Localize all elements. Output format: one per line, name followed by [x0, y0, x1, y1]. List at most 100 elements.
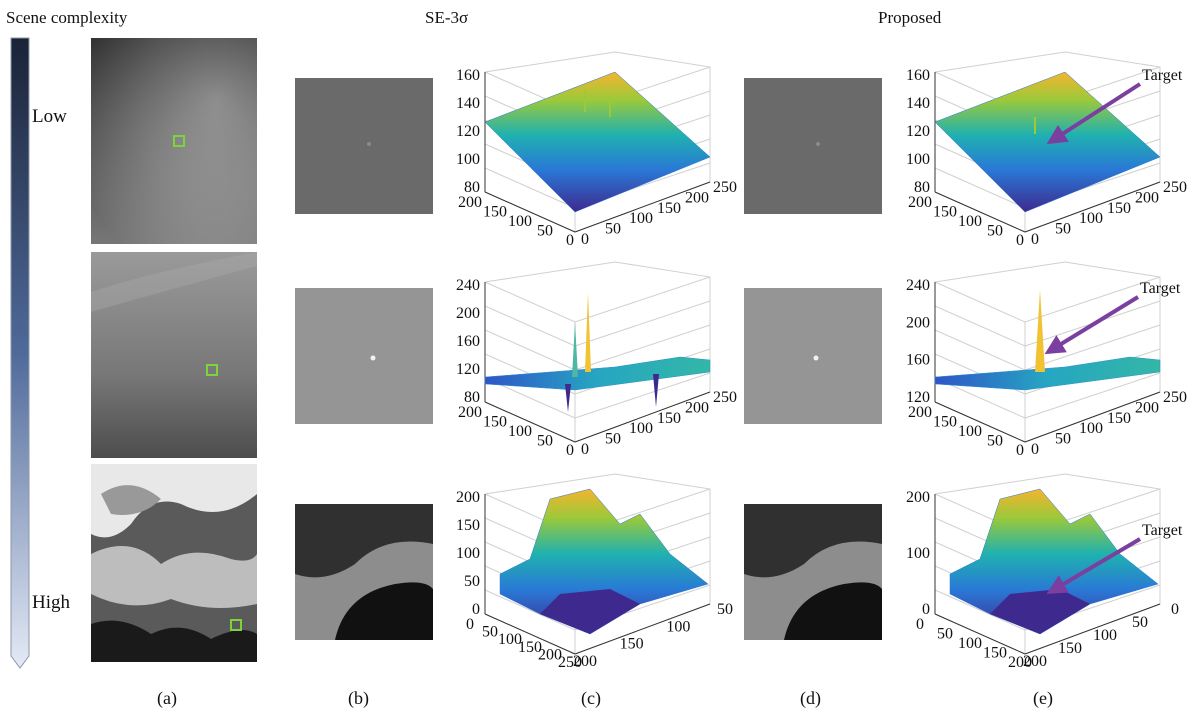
target-arrow: [1044, 295, 1140, 355]
y-tick-label: 0: [916, 616, 924, 633]
patch-se3sigma-row1: [295, 78, 433, 214]
z-tick-label: 80: [464, 179, 480, 196]
x-tick-label: 150: [1107, 200, 1131, 217]
y-tick-label: 200: [458, 194, 482, 211]
z-tick-label: 200: [906, 314, 930, 331]
header-se3sigma: SE-3σ: [425, 8, 469, 27]
y-axis: [934, 613, 1026, 655]
y-tick-label: 200: [908, 404, 932, 421]
peak: [565, 384, 571, 412]
label-high: High: [32, 592, 70, 613]
target-arrow: [1046, 82, 1142, 145]
z-tick-label: 140: [906, 95, 930, 112]
z-tick-label: 200: [456, 489, 480, 506]
x-tick-label: 200: [573, 653, 597, 670]
y-tick-label: 50: [537, 433, 553, 450]
y-tick-label: 100: [958, 635, 982, 652]
x-axis: [1024, 603, 1161, 655]
x-tick-label: 0: [581, 441, 589, 458]
z-tick-label: 150: [456, 517, 480, 534]
scene-image-low: [91, 38, 257, 244]
surface-floor: [540, 589, 640, 634]
z-tick-label: 160: [906, 67, 930, 84]
x-tick-label: 250: [1163, 389, 1187, 406]
x-tick-label: 50: [717, 601, 733, 618]
x-tick-label: 100: [1093, 627, 1117, 644]
peak: [1035, 290, 1045, 372]
y-tick-label: 100: [958, 423, 982, 440]
z-tick-label: 120: [906, 389, 930, 406]
x-axis: [1024, 181, 1161, 233]
y-tick-label: 200: [1008, 654, 1032, 671]
y-tick-label: 200: [458, 404, 482, 421]
y-tick-label: 150: [983, 645, 1007, 662]
z-tick-label: 0: [472, 601, 480, 618]
target-label: Target: [1142, 67, 1183, 84]
y-tick-label: 50: [482, 624, 498, 641]
patch-se3sigma-row3: [295, 504, 433, 640]
target-marker-box: [173, 135, 185, 147]
z-tick-label: 80: [914, 179, 930, 196]
z-tick-label: 80: [464, 389, 480, 406]
z-tick-label: 50: [464, 573, 480, 590]
z-tick-label: 100: [906, 545, 930, 562]
target-label: Target: [1140, 280, 1181, 297]
x-tick-label: 250: [713, 389, 737, 406]
surface: [484, 71, 711, 213]
surface-floor: [990, 589, 1090, 634]
target-label: Target: [1142, 522, 1183, 539]
x-tick-label: 150: [657, 410, 681, 427]
header-proposed: Proposed: [878, 8, 942, 27]
surface: [934, 356, 1161, 391]
label-low: Low: [32, 106, 67, 127]
x-tick-label: 50: [1055, 221, 1071, 238]
y-tick-label: 50: [987, 433, 1003, 450]
surface: [484, 356, 711, 391]
y-tick-label: 0: [1016, 232, 1024, 249]
patch-se3sigma-row2: [295, 288, 433, 424]
y-axis: [484, 401, 576, 443]
x-axis: [1024, 391, 1161, 443]
x-tick-label: 100: [1079, 420, 1103, 437]
x-axis: [574, 603, 711, 655]
z-tick-label: 200: [906, 489, 930, 506]
patch-proposed-row3: [744, 504, 882, 640]
z-tick-label: 100: [456, 545, 480, 562]
patch-proposed-row2: [744, 288, 882, 424]
y-tick-label: 150: [933, 414, 957, 431]
z-tick-label: 100: [906, 151, 930, 168]
z-tick-label: 160: [456, 67, 480, 84]
patch-proposed-row1: [744, 78, 882, 214]
x-tick-label: 0: [1031, 231, 1039, 248]
x-tick-label: 150: [657, 200, 681, 217]
x-tick-label: 200: [685, 189, 709, 206]
y-axis: [484, 613, 576, 655]
x-tick-label: 0: [1171, 601, 1179, 618]
y-tick-label: 0: [566, 232, 574, 249]
peak: [653, 374, 659, 407]
x-tick-label: 150: [1058, 640, 1082, 657]
y-tick-label: 100: [508, 423, 532, 440]
x-axis: [574, 181, 711, 233]
y-tick-label: 100: [508, 213, 532, 230]
target-marker-box: [230, 619, 242, 631]
z-tick-label: 120: [456, 123, 480, 140]
z-tick-label: 240: [456, 277, 480, 294]
z-tick-label: 240: [906, 277, 930, 294]
x-axis: [574, 391, 711, 443]
z-tick-label: 140: [456, 95, 480, 112]
y-tick-label: 250: [558, 654, 582, 671]
y-tick-label: 200: [538, 646, 562, 663]
x-tick-label: 250: [713, 179, 737, 196]
z-tick-label: 100: [456, 151, 480, 168]
x-tick-label: 200: [685, 399, 709, 416]
x-tick-label: 50: [1132, 614, 1148, 631]
peak: [585, 292, 591, 372]
y-tick-label: 50: [987, 223, 1003, 240]
y-tick-label: 150: [518, 639, 542, 656]
z-tick-label: 0: [922, 601, 930, 618]
x-tick-label: 100: [629, 420, 653, 437]
